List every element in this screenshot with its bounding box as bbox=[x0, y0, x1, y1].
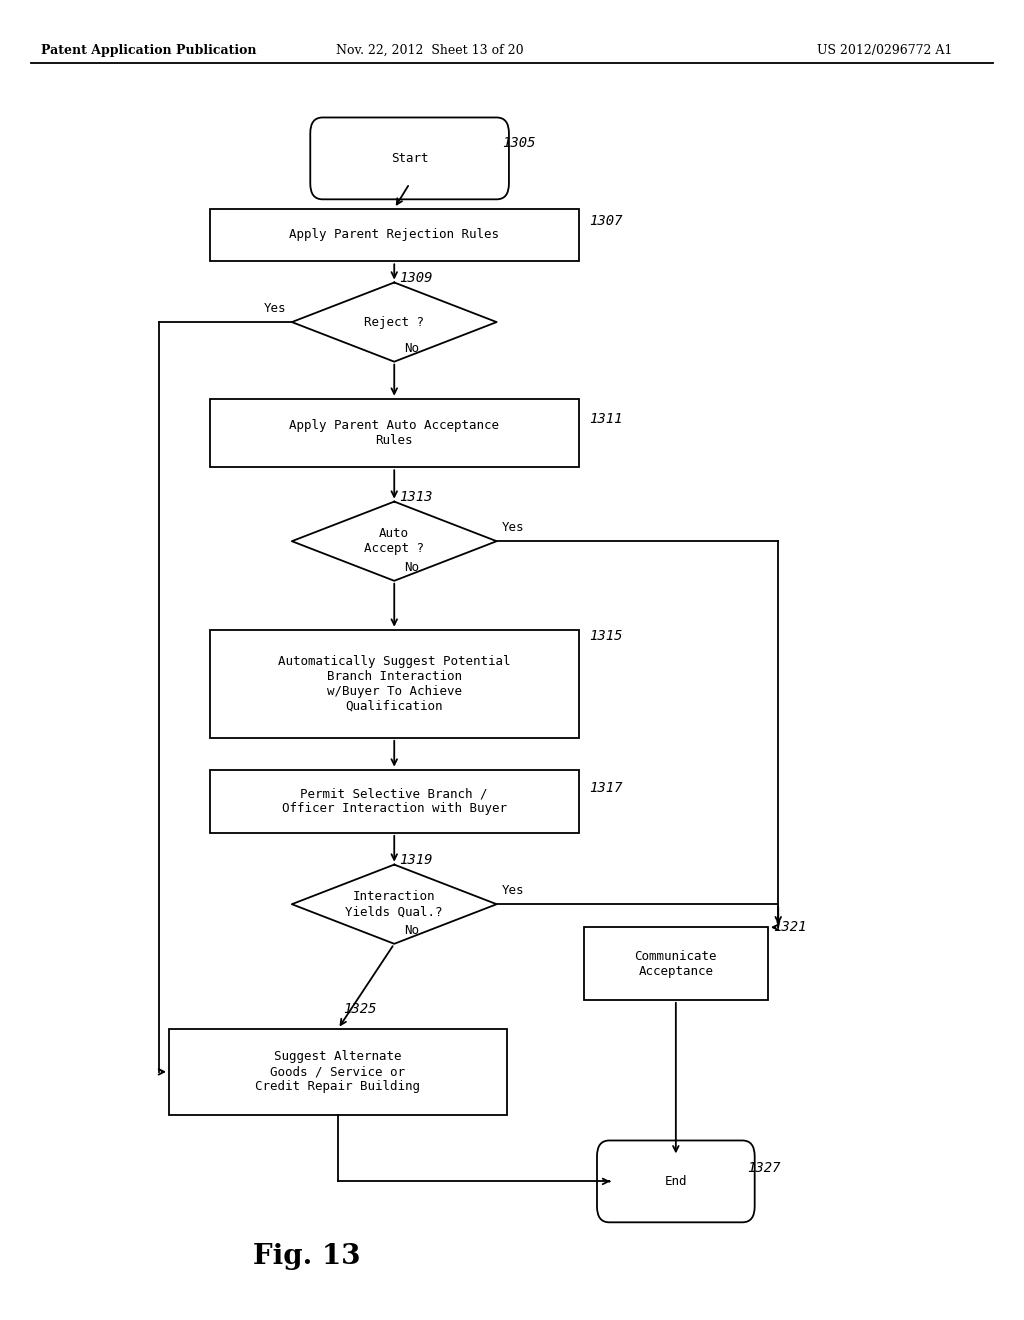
Bar bbox=[210, 209, 579, 261]
Bar bbox=[210, 770, 579, 833]
Text: Patent Application Publication: Patent Application Publication bbox=[41, 44, 256, 57]
Text: Yes: Yes bbox=[502, 883, 524, 896]
Text: Yes: Yes bbox=[264, 301, 287, 314]
Text: Permit Selective Branch /
Officer Interaction with Buyer: Permit Selective Branch / Officer Intera… bbox=[282, 787, 507, 816]
Bar bbox=[169, 1030, 507, 1114]
Text: No: No bbox=[404, 342, 420, 355]
Text: Auto
Accept ?: Auto Accept ? bbox=[365, 527, 424, 556]
Text: Start: Start bbox=[391, 152, 428, 165]
FancyBboxPatch shape bbox=[310, 117, 509, 199]
Text: Automatically Suggest Potential
Branch Interaction
w/Buyer To Achieve
Qualificat: Automatically Suggest Potential Branch I… bbox=[278, 655, 511, 713]
Text: 1315: 1315 bbox=[589, 628, 623, 643]
Text: Reject ?: Reject ? bbox=[365, 315, 424, 329]
Text: 1321: 1321 bbox=[773, 920, 807, 935]
Text: Suggest Alternate
Goods / Service or
Credit Repair Building: Suggest Alternate Goods / Service or Cre… bbox=[255, 1051, 421, 1093]
Text: US 2012/0296772 A1: US 2012/0296772 A1 bbox=[817, 44, 952, 57]
Bar bbox=[210, 399, 579, 467]
Polygon shape bbox=[292, 865, 497, 944]
Text: 1307: 1307 bbox=[589, 214, 623, 228]
Text: Fig. 13: Fig. 13 bbox=[254, 1243, 360, 1270]
Text: Apply Parent Rejection Rules: Apply Parent Rejection Rules bbox=[289, 228, 500, 242]
Text: 1325: 1325 bbox=[343, 1002, 377, 1016]
Polygon shape bbox=[292, 502, 497, 581]
Bar bbox=[210, 630, 579, 738]
Text: 1309: 1309 bbox=[399, 271, 433, 285]
Text: 1327: 1327 bbox=[748, 1160, 781, 1175]
Text: Yes: Yes bbox=[502, 520, 524, 533]
Bar bbox=[584, 927, 768, 1001]
Text: No: No bbox=[404, 561, 420, 574]
Polygon shape bbox=[292, 282, 497, 362]
Text: Nov. 22, 2012  Sheet 13 of 20: Nov. 22, 2012 Sheet 13 of 20 bbox=[336, 44, 524, 57]
FancyBboxPatch shape bbox=[597, 1140, 755, 1222]
Text: 1313: 1313 bbox=[399, 490, 433, 504]
Text: 1317: 1317 bbox=[589, 780, 623, 795]
Text: 1311: 1311 bbox=[589, 412, 623, 426]
Text: Communicate
Acceptance: Communicate Acceptance bbox=[635, 949, 717, 978]
Text: Apply Parent Auto Acceptance
Rules: Apply Parent Auto Acceptance Rules bbox=[289, 418, 500, 447]
Text: End: End bbox=[665, 1175, 687, 1188]
Text: No: No bbox=[404, 924, 420, 937]
Text: Interaction
Yields Qual.?: Interaction Yields Qual.? bbox=[345, 890, 443, 919]
Text: 1319: 1319 bbox=[399, 853, 433, 867]
Text: 1305: 1305 bbox=[502, 136, 536, 150]
